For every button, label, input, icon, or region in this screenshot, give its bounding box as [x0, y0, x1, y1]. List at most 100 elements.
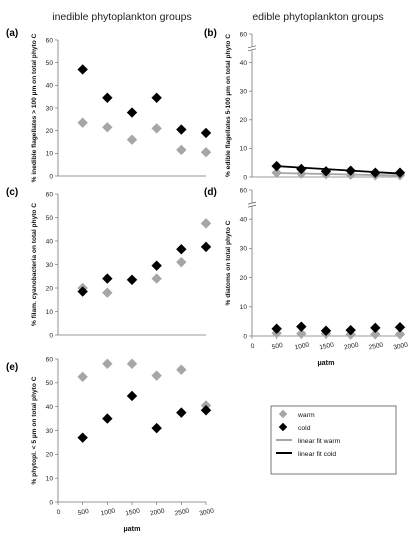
point-warm [370, 329, 381, 340]
y-tick-label: 0 [243, 174, 247, 181]
x-tick-label: 500 [77, 508, 90, 517]
fit-line-warm [276, 172, 401, 177]
y-tick-label: 30 [46, 105, 54, 112]
x-tick-label: 1000 [100, 508, 116, 518]
axis-break-mark [247, 48, 257, 52]
point-warm [102, 287, 113, 298]
point-warm [176, 144, 187, 156]
panel-letter: (d) [204, 187, 217, 198]
axis-break-mark [247, 201, 257, 205]
y-tick-label: 30 [46, 262, 54, 269]
point-warm [102, 122, 113, 133]
y-tick-label: 60 [46, 37, 54, 44]
y-axis-label: % phytopl. < 5 µm on total phyto C [31, 376, 38, 484]
y-tick-label: 10 [240, 304, 248, 311]
panel-d: (d) 0 10 20 30 40 60 % diatoms on total phyto C… [204, 187, 409, 367]
point-warm [102, 358, 113, 369]
y-tick-label: 60 [46, 191, 54, 198]
y-tick-label: 0 [49, 173, 53, 180]
point-cold [151, 92, 162, 103]
point-cold [151, 422, 162, 434]
panel-letter: (c) [6, 187, 18, 198]
y-tick-label: 40 [46, 404, 54, 411]
point-cold [176, 407, 187, 418]
legend-label-cold: cold [298, 425, 311, 432]
point-cold [77, 286, 88, 297]
axis-break-gap [248, 202, 256, 207]
point-warm [200, 147, 212, 158]
axis-break-gap [248, 46, 256, 51]
y-tick-label: 0 [243, 333, 247, 340]
point-warm [151, 123, 162, 134]
y-tick-label: 50 [46, 380, 54, 387]
y-axis-label: % filam. cyanobacteria on total phyto C [31, 203, 38, 326]
y-tick-label: 40 [46, 83, 54, 90]
point-warm [271, 167, 282, 178]
legend-label-linear-cold: linear fit cold [298, 451, 336, 458]
y-tick-label: 0 [49, 499, 53, 506]
x-axis-label: µatm [318, 358, 335, 367]
panel-b: (b) 0 10 20 30 40 60 % edible flagellates 5-100… [204, 28, 406, 181]
point-warm [77, 371, 88, 383]
y-axis-label: % diatoms on total phyto C [225, 220, 232, 305]
point-cold [102, 92, 113, 103]
y-tick-label: 10 [46, 475, 54, 482]
legend: warm cold linear fit warm linear fit col… [270, 405, 397, 475]
point-cold [200, 405, 212, 416]
fit-line-cold [276, 165, 401, 175]
y-tick-label: 20 [46, 285, 54, 292]
x-axis-label: µatm [124, 524, 141, 533]
y-tick-label: 10 [240, 146, 248, 153]
point-warm [151, 370, 162, 381]
y-tick-label: 20 [240, 275, 248, 282]
y-axis-label: % inedible flagellates > 100 µm on total… [31, 33, 38, 182]
y-tick-label: 20 [240, 117, 248, 124]
point-cold [200, 127, 212, 139]
panel-c: (c) 0 10 20 30 40 50 60 % filam. cyanobacteria o… [6, 187, 212, 339]
point-cold [296, 321, 307, 332]
x-tick-label: 3000 [393, 342, 409, 352]
point-cold [126, 390, 138, 402]
y-tick-label: 50 [46, 215, 54, 222]
point-warm [296, 328, 307, 339]
x-tick-label: 0 [56, 509, 61, 517]
point-cold [320, 166, 332, 177]
y-tick-label: 60 [240, 187, 248, 194]
point-cold [151, 260, 162, 271]
panel-e: (e) 0 10 20 30 40 50 60 % phytopl. < 5 µm on tot… [6, 356, 215, 533]
x-tick-label: 500 [271, 342, 284, 351]
panel-letter: (b) [204, 28, 217, 39]
y-tick-label: 30 [240, 246, 248, 253]
x-tick-label: 2000 [343, 342, 359, 352]
y-tick-label: 30 [240, 89, 248, 96]
point-cold [370, 167, 381, 178]
point-cold [320, 325, 332, 336]
x-tick-label: 1000 [294, 342, 310, 352]
point-warm [126, 358, 138, 369]
y-tick-label: 60 [240, 31, 248, 38]
point-warm [200, 218, 212, 229]
panel-a: (a) 0 10 20 30 40 50 60 % inedible flagellates >… [6, 28, 212, 182]
axis-break-mark [247, 204, 257, 208]
y-tick-label: 20 [46, 128, 54, 135]
legend-label-linear-warm: linear fit warm [298, 438, 341, 445]
point-cold [345, 324, 356, 336]
point-warm [394, 329, 406, 340]
y-tick-label: 40 [240, 217, 248, 224]
y-tick-label: 10 [46, 309, 54, 316]
y-tick-label: 50 [46, 60, 54, 67]
point-cold [126, 107, 138, 118]
x-tick-label: 2500 [368, 342, 384, 352]
point-warm [77, 117, 88, 128]
point-cold [271, 160, 282, 172]
y-tick-label: 30 [46, 428, 54, 435]
axis-break-mark [247, 45, 257, 49]
legend-marker-cold [278, 422, 288, 432]
point-cold [176, 244, 187, 255]
panel-letter: (e) [6, 362, 18, 373]
x-tick-label: 0 [250, 343, 255, 351]
point-warm [176, 364, 187, 375]
point-warm [126, 134, 138, 145]
point-warm [176, 256, 187, 268]
